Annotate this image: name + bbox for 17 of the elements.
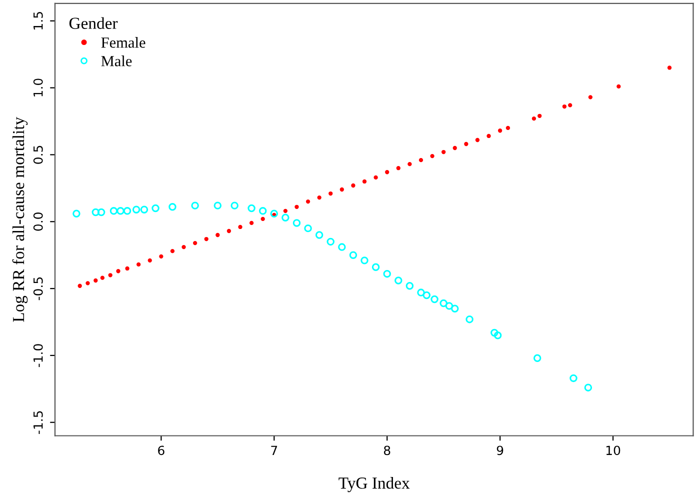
x-tick-label: 6 xyxy=(158,446,164,456)
x-tick-label: 7 xyxy=(271,446,278,455)
x-tick-label: 9 xyxy=(496,446,504,456)
y-tick-label: 0.0 xyxy=(33,212,43,231)
y-axis-title: Log RR for all-cause mortality xyxy=(12,116,28,322)
y-tick-label: 1.0 xyxy=(33,78,43,96)
legend-title: Gender xyxy=(69,17,118,29)
legend-label: Male xyxy=(101,56,132,66)
y-tick-label: -1.0 xyxy=(33,344,43,368)
x-tick-label: 8 xyxy=(384,446,390,456)
y-tick-label: 0.5 xyxy=(33,146,43,164)
y-tick-label: -1.5 xyxy=(34,411,43,434)
y-tick-label: 1.5 xyxy=(34,12,43,30)
x-axis-title: TyG Index xyxy=(338,477,410,492)
x-tick-label: 10 xyxy=(606,446,620,456)
legend-label: Female xyxy=(101,37,146,48)
y-tick-label: -0.5 xyxy=(33,277,43,300)
